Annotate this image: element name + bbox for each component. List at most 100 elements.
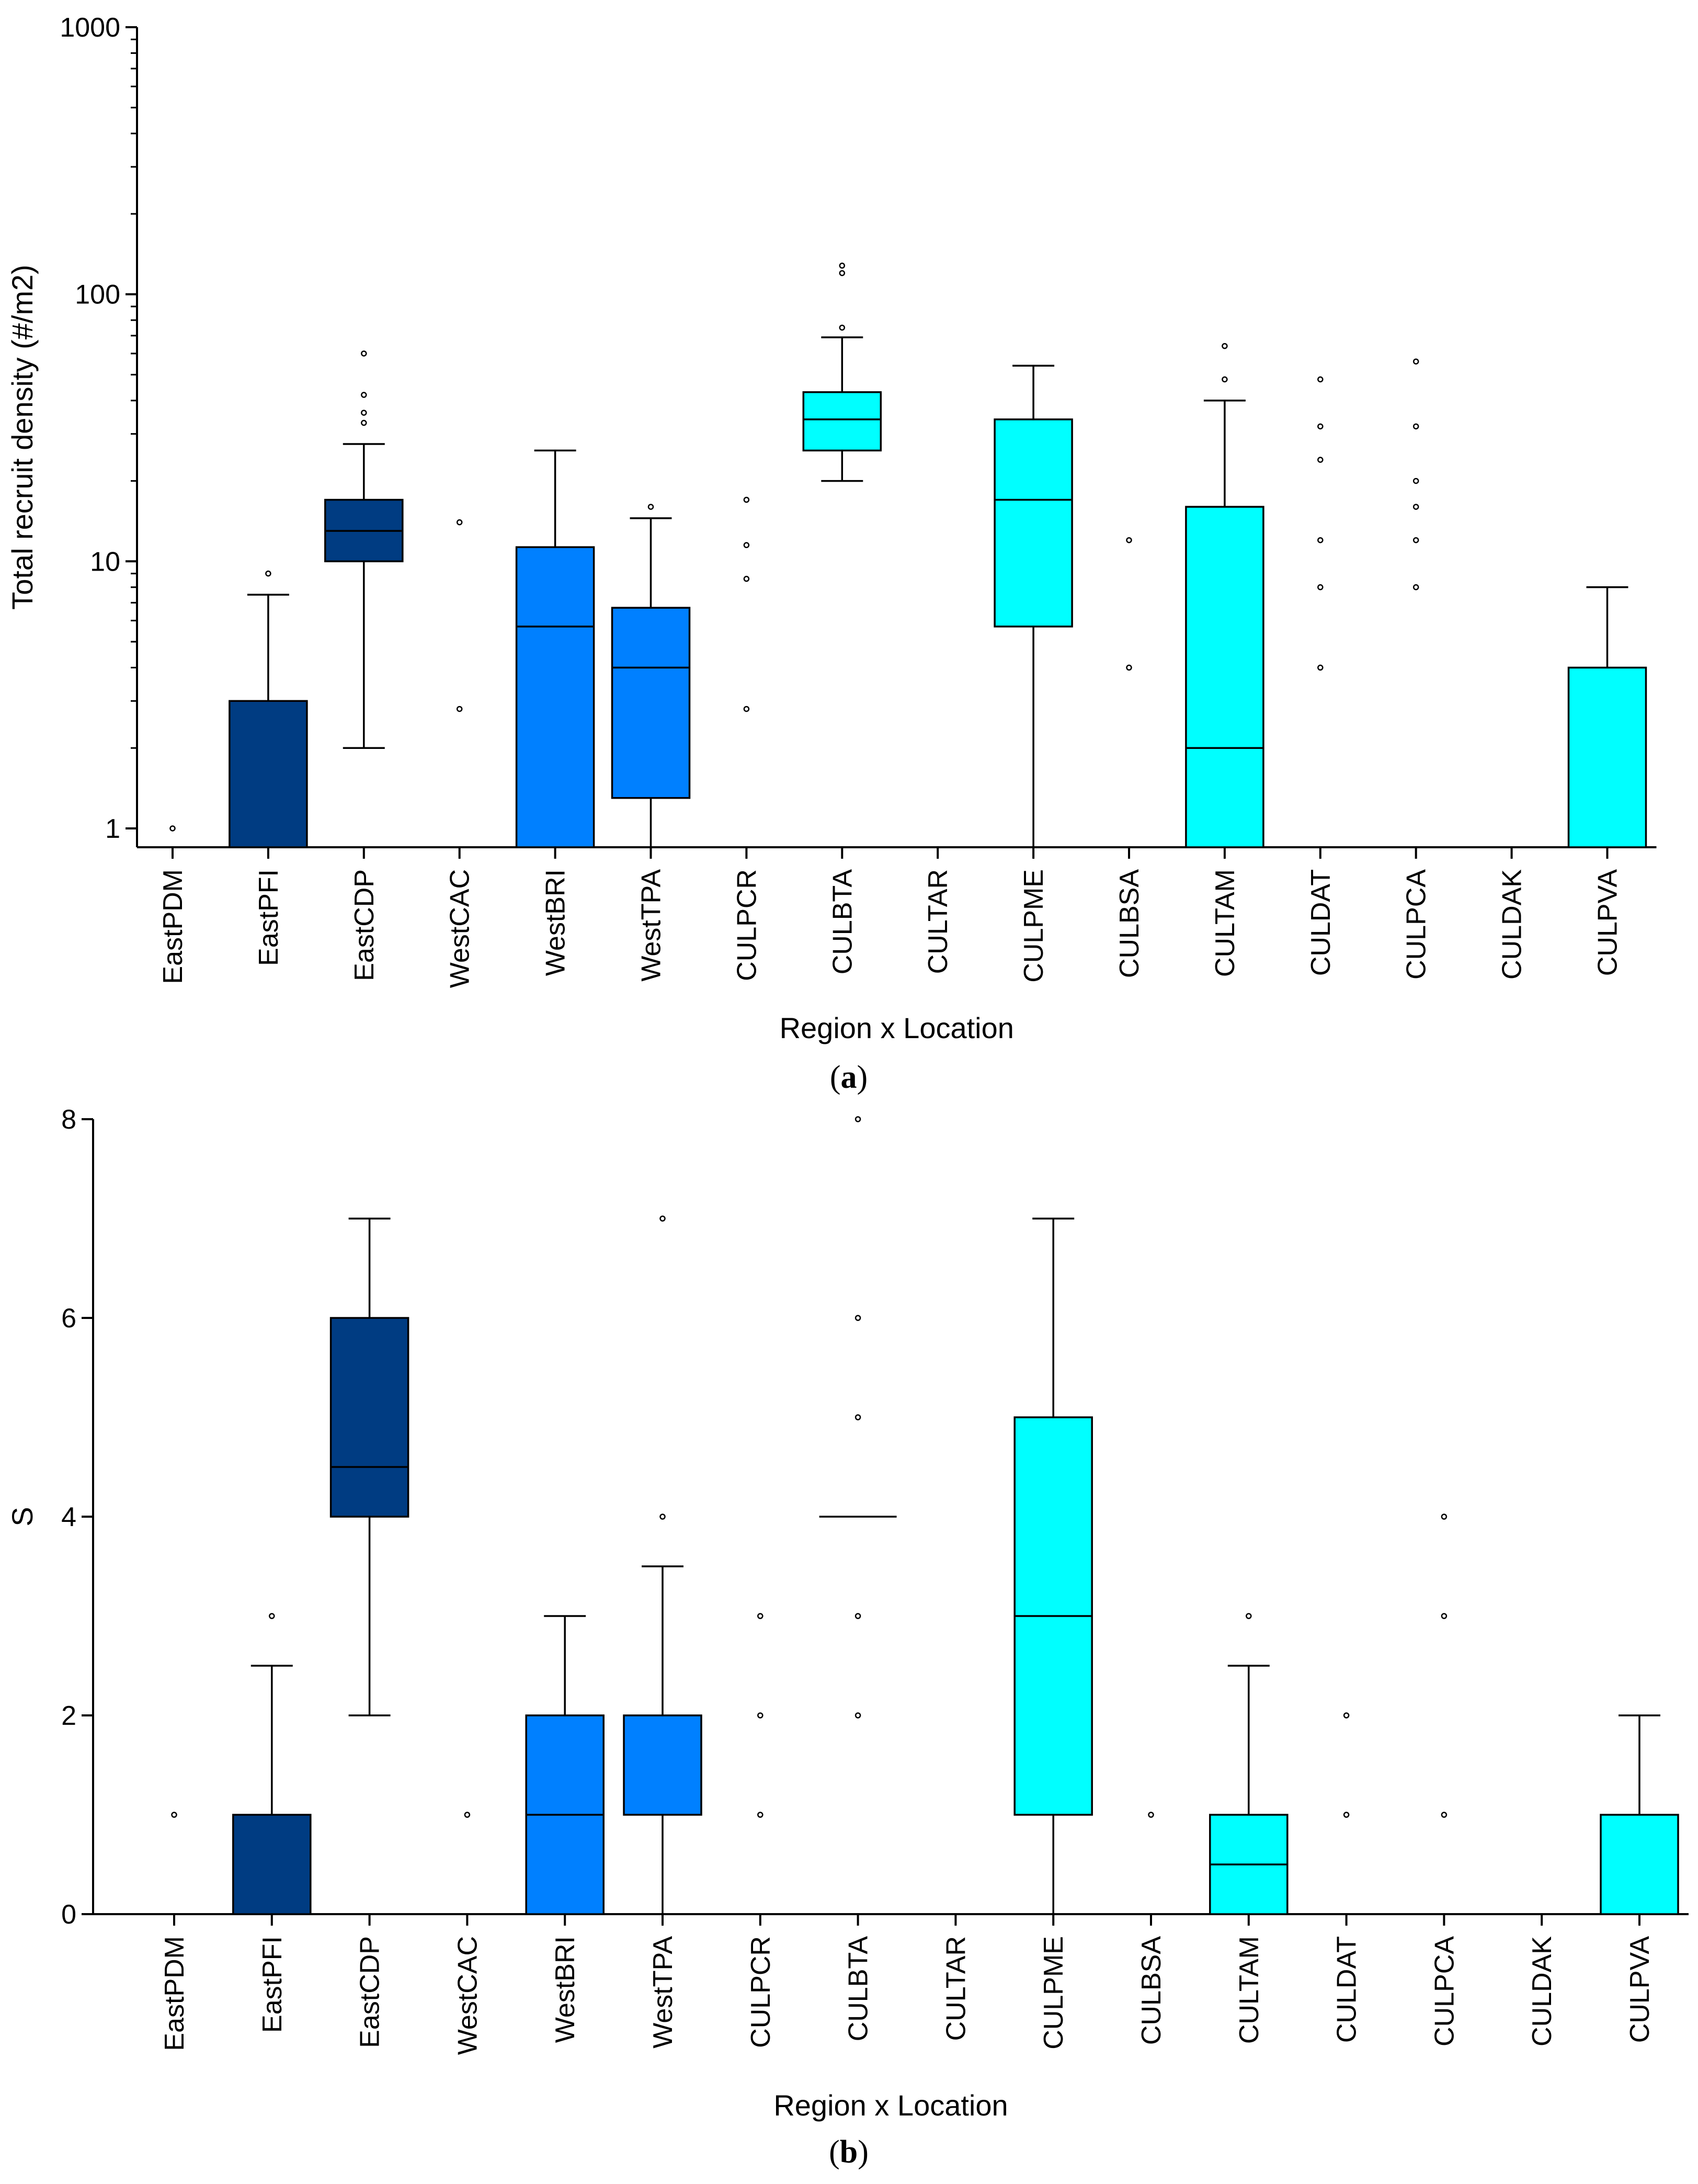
panel-label: (a): [830, 1060, 868, 1095]
outlier-point: [1343, 1812, 1350, 1818]
panel-b-species-richness: 0 2 4 6 8 EastPDM EastPFI EastCDP WestCAC WestBRI…: [6, 1105, 1689, 2170]
outlier-point: [1222, 343, 1228, 349]
outlier-point: [269, 1613, 275, 1619]
x-axis-title: Region x Location: [780, 1011, 1014, 1044]
x-tick-label-culbsa: CULBSA: [1114, 869, 1145, 978]
x-tick-label-westtpa: WestTPA: [648, 1936, 678, 2049]
x-axis-title: Region x Location: [773, 2089, 1008, 2122]
x-tick-label-eastcdp: EastCDP: [349, 869, 380, 981]
panel-label-close: ): [858, 2134, 869, 2170]
x-tick-label-westbri: WestBRI: [550, 1936, 580, 2043]
outlier-point: [757, 1812, 763, 1818]
x-tick-label-westcac: WestCAC: [445, 869, 475, 988]
x-tick-label-cultam: CULTAM: [1234, 1936, 1264, 2044]
outlier-point: [854, 1116, 861, 1122]
y-tick-label: 0: [61, 1899, 76, 1930]
x-tick-label-culdat: CULDAT: [1306, 869, 1336, 976]
x-tick-label-culbsa: CULBSA: [1136, 1936, 1167, 2045]
x-tick-label-culpme: CULPME: [1019, 869, 1049, 983]
outlier-point: [839, 270, 846, 276]
outlier-point: [1412, 584, 1419, 590]
x-tick-label-culdak: CULDAK: [1527, 1936, 1557, 2046]
x-tick-label-cultar: CULTAR: [941, 1936, 971, 2041]
outlier-point: [647, 504, 654, 510]
box-eastcdp: [329, 1317, 409, 1518]
outlier-point: [1317, 537, 1324, 543]
y-tick-label: 4: [61, 1502, 76, 1532]
outlier-point: [839, 263, 846, 269]
outlier-point: [743, 496, 750, 503]
outlier-point: [1317, 376, 1324, 383]
box-culpva: [1600, 1814, 1679, 1915]
y-tick-label: 1: [105, 814, 120, 844]
box-westbri: [515, 546, 595, 848]
box-westtpa: [623, 1714, 702, 1816]
panel-label: (b): [829, 2134, 869, 2170]
outlier-point: [757, 1613, 763, 1619]
x-tick-label-culpme: CULPME: [1039, 1936, 1069, 2050]
outlier-point: [171, 1812, 177, 1818]
outlier-point: [854, 1712, 861, 1719]
outlier-point: [1441, 1613, 1448, 1619]
outlier-point: [456, 519, 463, 526]
x-tick-label-culpva: CULPVA: [1625, 1936, 1655, 2043]
outlier-point: [1126, 664, 1132, 671]
x-tick-label-culpcr: CULPCR: [746, 1936, 776, 2048]
panel-label-letter: a: [841, 1060, 857, 1095]
outlier-point: [1343, 1712, 1350, 1719]
outlier-point: [743, 576, 750, 582]
x-tick-label-culpca: CULPCA: [1429, 1936, 1460, 2046]
outlier-point: [1441, 1514, 1448, 1520]
x-tick-label-westbri: WestBRI: [541, 869, 571, 976]
outlier-point: [361, 419, 367, 426]
x-tick-label-cultar: CULTAR: [923, 869, 953, 974]
outlier-point: [1148, 1812, 1154, 1818]
panel-label-open: (: [830, 1060, 841, 1095]
panel-label-open: (: [829, 2134, 840, 2170]
box-culpva: [1567, 666, 1647, 848]
outlier-point: [743, 542, 750, 549]
x-tick-label-eastpdm: EastPDM: [159, 1936, 190, 2051]
x-tick-label-eastcdp: EastCDP: [355, 1936, 385, 2048]
y-axis-title: S: [6, 1507, 39, 1526]
outlier-point: [1317, 423, 1324, 430]
outlier-point: [1317, 457, 1324, 463]
outlier-point: [1126, 537, 1132, 543]
outlier-point: [1441, 1812, 1448, 1818]
outlier-point: [757, 1712, 763, 1719]
y-tick-label: 1000: [60, 13, 120, 43]
x-tick-label-culdak: CULDAK: [1497, 869, 1528, 980]
outlier-point: [456, 706, 463, 712]
box-cultam: [1185, 506, 1264, 848]
outlier-point: [659, 1215, 666, 1222]
y-tick-label: 8: [61, 1105, 76, 1135]
y-tick-label: 6: [61, 1303, 76, 1334]
outlier-point: [1317, 664, 1324, 671]
x-tick-label-culpcr: CULPCR: [732, 869, 762, 981]
outlier-point: [854, 1315, 861, 1321]
y-tick-label: 2: [61, 1701, 76, 1731]
outlier-point: [659, 1514, 666, 1520]
outlier-point: [854, 1613, 861, 1619]
outlier-point: [361, 410, 367, 416]
outlier-point: [1317, 584, 1324, 590]
outlier-point: [361, 350, 367, 357]
outlier-point: [169, 825, 176, 832]
outlier-point: [1412, 477, 1419, 484]
y-axis-title: Total recruit density (#/m2): [6, 265, 39, 610]
x-tick-label-eastpfi: EastPFI: [254, 869, 284, 966]
x-tick-label-eastpfi: EastPFI: [257, 1936, 288, 2033]
outlier-point: [839, 324, 846, 331]
box-westtpa: [611, 607, 691, 799]
x-tick-label-eastpdm: EastPDM: [158, 869, 188, 984]
outlier-point: [854, 1414, 861, 1420]
x-tick-label-westcac: WestCAC: [452, 1936, 483, 2055]
outlier-point: [265, 570, 271, 577]
x-tick-label-cultam: CULTAM: [1210, 869, 1240, 977]
x-tick-label-culbta: CULBTA: [844, 1936, 874, 2042]
x-tick-label-culpca: CULPCA: [1401, 869, 1432, 980]
box-eastpfi: [232, 1814, 312, 1915]
x-tick-label-culdat: CULDAT: [1332, 1936, 1362, 2043]
outlier-point: [743, 706, 750, 712]
